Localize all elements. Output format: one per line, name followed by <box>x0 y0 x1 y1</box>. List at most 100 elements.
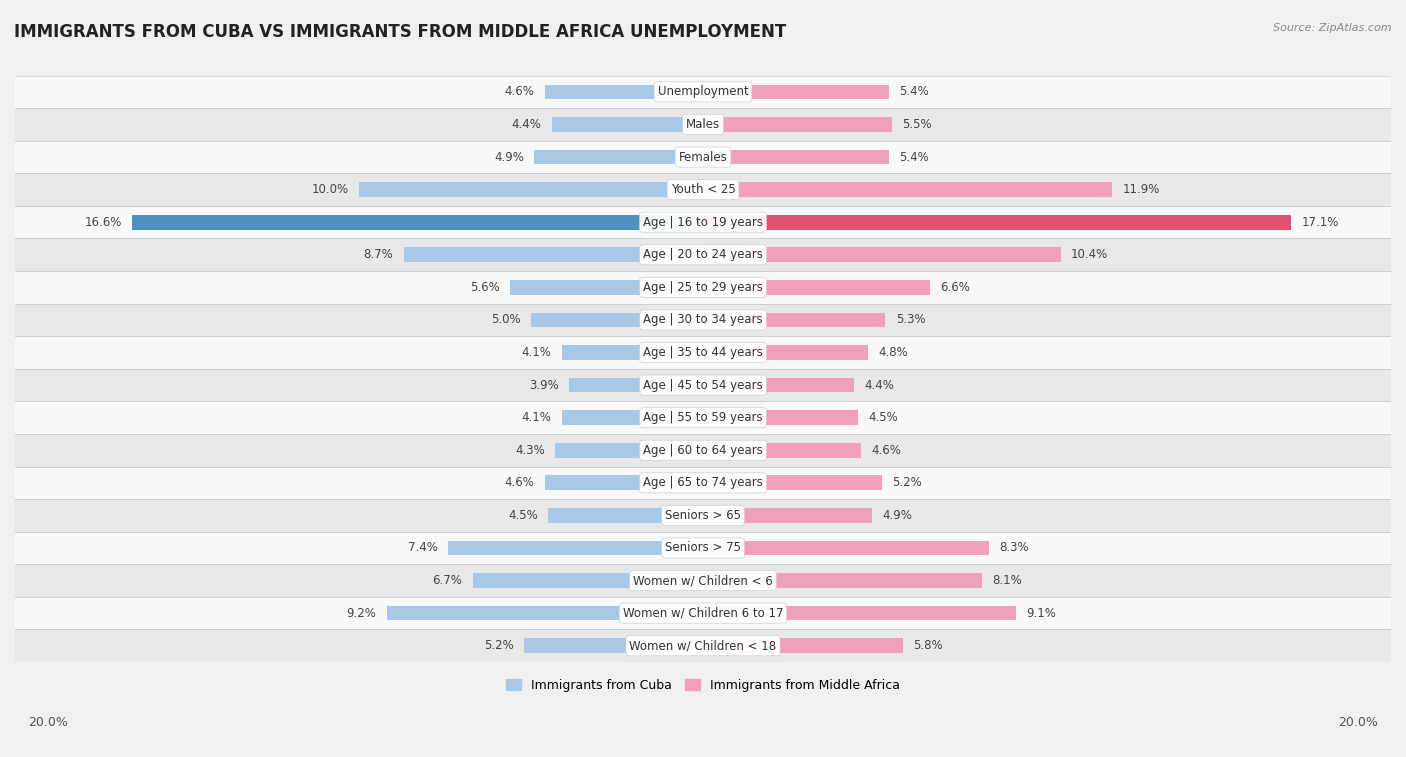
Text: 20.0%: 20.0% <box>28 716 67 730</box>
Bar <box>15 466 1391 499</box>
Text: 5.2%: 5.2% <box>484 639 513 653</box>
Text: 4.3%: 4.3% <box>515 444 544 456</box>
Text: 9.2%: 9.2% <box>346 606 377 620</box>
Bar <box>703 345 868 360</box>
Text: Age | 30 to 34 years: Age | 30 to 34 years <box>643 313 763 326</box>
Text: 6.7%: 6.7% <box>432 574 463 587</box>
Bar <box>449 540 703 556</box>
Bar <box>15 597 1391 630</box>
Text: Seniors > 65: Seniors > 65 <box>665 509 741 522</box>
Text: Age | 25 to 29 years: Age | 25 to 29 years <box>643 281 763 294</box>
Text: 9.1%: 9.1% <box>1026 606 1056 620</box>
Bar <box>132 215 703 229</box>
Bar <box>524 638 703 653</box>
Bar <box>703 150 889 164</box>
Bar <box>703 248 1060 262</box>
Text: 5.2%: 5.2% <box>893 476 922 489</box>
Bar <box>15 499 1391 531</box>
Bar <box>703 638 903 653</box>
Bar <box>703 215 1291 229</box>
Bar <box>703 475 882 491</box>
Text: 5.6%: 5.6% <box>470 281 501 294</box>
Bar <box>15 206 1391 238</box>
Bar <box>15 369 1391 401</box>
Text: 4.1%: 4.1% <box>522 346 551 359</box>
Text: Females: Females <box>679 151 727 164</box>
Bar <box>703 573 981 588</box>
Bar <box>15 630 1391 662</box>
Bar <box>703 540 988 556</box>
Bar <box>15 401 1391 434</box>
Bar <box>569 378 703 392</box>
Text: 8.1%: 8.1% <box>993 574 1022 587</box>
Text: 4.6%: 4.6% <box>872 444 901 456</box>
Bar <box>15 531 1391 564</box>
Text: Women w/ Children 6 to 17: Women w/ Children 6 to 17 <box>623 606 783 620</box>
Bar <box>562 345 703 360</box>
Bar <box>703 85 889 99</box>
Text: 7.4%: 7.4% <box>408 541 439 554</box>
Text: Women w/ Children < 18: Women w/ Children < 18 <box>630 639 776 653</box>
Text: Youth < 25: Youth < 25 <box>671 183 735 196</box>
Bar <box>551 117 703 132</box>
Bar <box>15 173 1391 206</box>
Bar <box>15 336 1391 369</box>
Bar <box>703 606 1017 621</box>
Bar <box>562 410 703 425</box>
Text: 4.5%: 4.5% <box>868 411 898 424</box>
Bar <box>544 85 703 99</box>
Bar <box>555 443 703 457</box>
Text: Males: Males <box>686 118 720 131</box>
Bar <box>15 564 1391 597</box>
Text: 11.9%: 11.9% <box>1122 183 1160 196</box>
Bar <box>703 280 929 294</box>
Text: 5.4%: 5.4% <box>898 86 929 98</box>
Text: 10.0%: 10.0% <box>312 183 349 196</box>
Text: 4.9%: 4.9% <box>495 151 524 164</box>
Text: Unemployment: Unemployment <box>658 86 748 98</box>
Bar <box>15 271 1391 304</box>
Text: 4.4%: 4.4% <box>865 378 894 391</box>
Bar <box>703 508 872 523</box>
Text: 5.5%: 5.5% <box>903 118 932 131</box>
Bar <box>15 108 1391 141</box>
Bar <box>510 280 703 294</box>
Text: 4.4%: 4.4% <box>512 118 541 131</box>
Text: Age | 35 to 44 years: Age | 35 to 44 years <box>643 346 763 359</box>
Text: 10.4%: 10.4% <box>1071 248 1108 261</box>
Text: 5.0%: 5.0% <box>491 313 520 326</box>
Bar <box>703 378 855 392</box>
Text: 4.6%: 4.6% <box>505 476 534 489</box>
Text: 20.0%: 20.0% <box>1339 716 1378 730</box>
Bar <box>703 443 862 457</box>
Bar <box>544 475 703 491</box>
Text: 17.1%: 17.1% <box>1302 216 1339 229</box>
Text: 4.6%: 4.6% <box>505 86 534 98</box>
Bar <box>703 313 886 327</box>
Bar <box>15 304 1391 336</box>
Text: 8.7%: 8.7% <box>364 248 394 261</box>
Legend: Immigrants from Cuba, Immigrants from Middle Africa: Immigrants from Cuba, Immigrants from Mi… <box>502 674 904 697</box>
Text: Age | 16 to 19 years: Age | 16 to 19 years <box>643 216 763 229</box>
Text: 4.1%: 4.1% <box>522 411 551 424</box>
Bar <box>534 150 703 164</box>
Bar <box>548 508 703 523</box>
Bar <box>531 313 703 327</box>
Text: 16.6%: 16.6% <box>84 216 122 229</box>
Bar <box>404 248 703 262</box>
Text: 4.5%: 4.5% <box>508 509 538 522</box>
Text: 6.6%: 6.6% <box>941 281 970 294</box>
Text: Source: ZipAtlas.com: Source: ZipAtlas.com <box>1274 23 1392 33</box>
Bar <box>359 182 703 197</box>
Bar <box>387 606 703 621</box>
Text: Seniors > 75: Seniors > 75 <box>665 541 741 554</box>
Bar <box>15 141 1391 173</box>
Bar <box>703 182 1112 197</box>
Text: Age | 65 to 74 years: Age | 65 to 74 years <box>643 476 763 489</box>
Text: IMMIGRANTS FROM CUBA VS IMMIGRANTS FROM MIDDLE AFRICA UNEMPLOYMENT: IMMIGRANTS FROM CUBA VS IMMIGRANTS FROM … <box>14 23 786 41</box>
Bar <box>15 238 1391 271</box>
Text: Age | 60 to 64 years: Age | 60 to 64 years <box>643 444 763 456</box>
Text: 5.8%: 5.8% <box>912 639 942 653</box>
Bar <box>472 573 703 588</box>
Bar <box>703 117 893 132</box>
